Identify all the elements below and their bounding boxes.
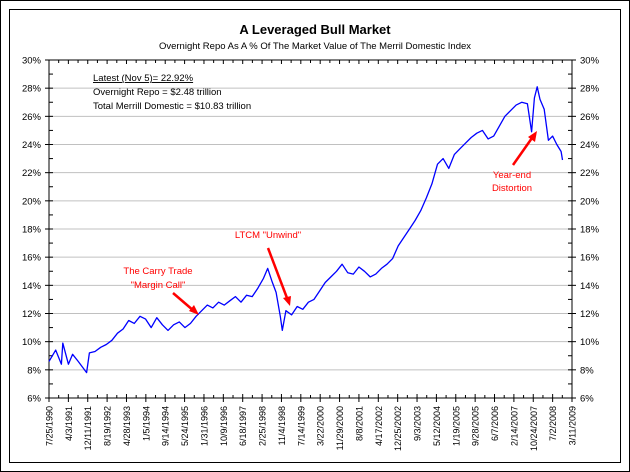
y-tick-label-left: 14% xyxy=(22,281,42,292)
x-tick-label: 7/25/1990 xyxy=(45,406,55,446)
x-tick-label: 11/4/1998 xyxy=(277,406,287,445)
y-tick-label-left: 26% xyxy=(22,112,42,123)
y-tick-label-right: 16% xyxy=(580,253,600,264)
x-tick-label: 5/12/2004 xyxy=(432,406,442,446)
y-tick-label-left: 12% xyxy=(22,309,42,320)
annotation-carry-trade-line1: The Carry Trade xyxy=(123,266,192,277)
y-tick-label-right: 30% xyxy=(580,56,600,67)
x-tick-label: 1/5/1994 xyxy=(141,406,151,441)
annotation-carry-trade-line2: "Margin Call" xyxy=(131,280,186,291)
info-box: Latest (Nov 5)= 22.92% Overnight Repo = … xyxy=(93,73,251,112)
x-tick-label: 3/22/2000 xyxy=(316,406,326,446)
y-axis-right-ticks: 6% 8% 10% 12% 14% 16% 18% 20% 22% 24% 26% 28% 30% xyxy=(568,56,600,405)
y-tick-label-left: 6% xyxy=(27,394,41,405)
chart-subtitle: Overnight Repo As A % Of The Market Valu… xyxy=(159,41,471,52)
chart-title: A Leveraged Bull Market xyxy=(239,22,391,37)
y-tick-label-left: 22% xyxy=(22,168,42,179)
y-tick-label-right: 26% xyxy=(580,112,600,123)
annotation-ltcm-arrowhead xyxy=(283,296,291,306)
y-tick-label-right: 22% xyxy=(580,168,600,179)
y-tick-label-right: 20% xyxy=(580,196,600,207)
y-tick-label-left: 8% xyxy=(27,365,41,376)
annotations: The Carry Trade "Margin Call" LTCM "Unwi… xyxy=(123,131,537,315)
x-tick-label: 9/28/2005 xyxy=(471,406,481,446)
x-tick-label: 8/8/2001 xyxy=(354,406,364,441)
x-tick-label: 3/11/2009 xyxy=(568,406,578,445)
x-tick-label: 5/24/1995 xyxy=(180,406,190,446)
x-tick-label: 4/28/1993 xyxy=(122,406,132,446)
x-tick-label: 10/9/1996 xyxy=(219,406,229,446)
x-tick-label: 12/25/2002 xyxy=(393,406,403,451)
annotation-carry-trade-arrow xyxy=(172,292,195,312)
y-tick-label-left: 24% xyxy=(22,140,42,151)
x-tick-label: 11/29/2000 xyxy=(335,406,345,450)
x-tick-label: 1/19/2005 xyxy=(451,406,461,446)
y-tick-label-right: 14% xyxy=(580,281,600,292)
annotation-year-end-line1: Year-end xyxy=(493,170,531,181)
x-axis-ticks: 7/25/1990 4/3/1991 12/11/1991 8/19/1992 4/28… xyxy=(45,60,578,451)
y-tick-label-right: 12% xyxy=(580,309,600,320)
y-tick-label-right: 18% xyxy=(580,225,600,236)
info-total-merrill: Total Merrill Domestic = $10.83 trillion xyxy=(93,101,251,112)
annotation-year-end-arrow xyxy=(511,137,534,166)
x-tick-label: 1/31/1996 xyxy=(199,406,209,446)
x-tick-label: 4/3/1991 xyxy=(64,406,74,441)
x-tick-label: 7/14/1999 xyxy=(296,406,306,446)
annotation-year-end-arrowhead xyxy=(528,131,537,142)
x-tick-label: 8/19/1992 xyxy=(103,406,113,446)
y-tick-label-right: 10% xyxy=(580,337,600,348)
y-tick-label-left: 16% xyxy=(22,253,42,264)
x-tick-label: 6/18/1997 xyxy=(238,406,248,446)
series-group xyxy=(48,86,564,374)
y-tick-label-right: 24% xyxy=(580,140,600,151)
x-tick-label: 4/17/2002 xyxy=(374,406,384,446)
y-tick-label-left: 10% xyxy=(22,337,42,348)
y-tick-label-left: 20% xyxy=(22,196,42,207)
x-tick-label: 2/25/1998 xyxy=(258,406,268,446)
info-latest: Latest (Nov 5)= 22.92% xyxy=(93,73,194,84)
x-tick-label: 9/3/2003 xyxy=(413,406,423,441)
x-tick-label: 12/11/1991 xyxy=(83,406,93,450)
y-tick-label-left: 30% xyxy=(22,56,42,67)
x-tick-label: 7/2/2008 xyxy=(548,406,558,441)
info-overnight-repo: Overnight Repo = $2.48 trillion xyxy=(93,87,222,98)
annotation-year-end-line2: Distortion xyxy=(492,183,532,194)
x-tick-label: 6/7/2006 xyxy=(490,406,500,441)
y-tick-label-left: 28% xyxy=(22,84,42,95)
y-tick-label-right: 8% xyxy=(580,365,594,376)
x-tick-label: 10/24/2007 xyxy=(529,406,539,451)
y-tick-label-right: 6% xyxy=(580,394,594,405)
y-tick-label-left: 18% xyxy=(22,225,42,236)
y-axis-left-ticks: 6% 8% 10% 12% 14% 16% 18% 20% 22% 24% 26% 28% 30% xyxy=(22,56,53,405)
series-line xyxy=(48,86,564,374)
annotation-ltcm-arrow xyxy=(266,247,289,299)
y-tick-label-right: 28% xyxy=(580,84,600,95)
x-tick-label: 9/14/1994 xyxy=(161,406,171,446)
annotation-carry-trade-arrowhead xyxy=(189,305,199,315)
gridlines xyxy=(49,87,572,371)
chart-area-frame xyxy=(9,9,621,463)
x-tick-label: 2/14/2007 xyxy=(509,406,519,446)
annotation-ltcm: LTCM "Unwind" xyxy=(235,230,301,241)
